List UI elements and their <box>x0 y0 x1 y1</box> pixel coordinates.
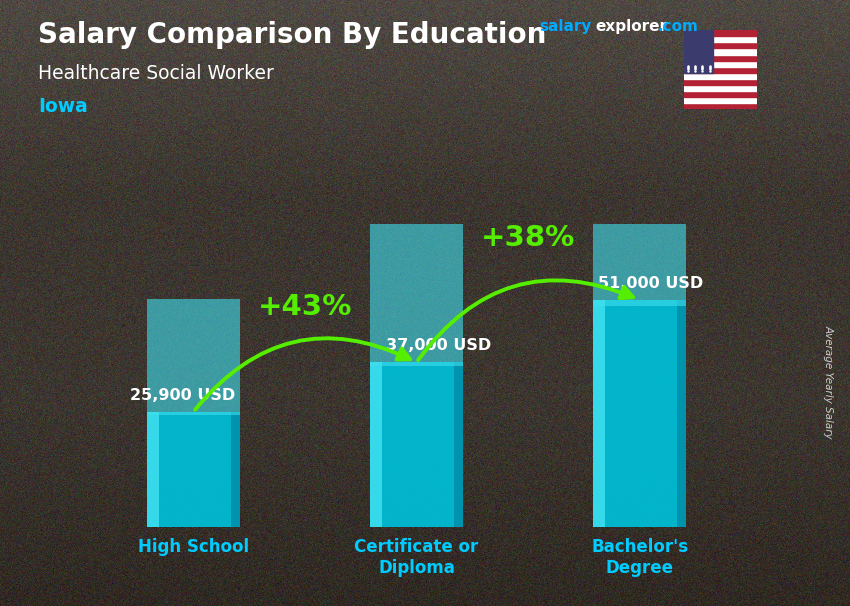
Bar <box>370 202 463 367</box>
Bar <box>684 30 713 73</box>
Bar <box>592 300 605 527</box>
Bar <box>684 103 756 109</box>
Text: +38%: +38% <box>481 224 575 252</box>
Bar <box>146 299 241 415</box>
Bar <box>684 55 756 61</box>
Bar <box>677 300 687 527</box>
Bar <box>684 85 756 91</box>
Text: 25,900 USD: 25,900 USD <box>129 388 235 403</box>
Bar <box>684 42 756 48</box>
Bar <box>454 362 463 527</box>
Text: .com: .com <box>657 19 698 35</box>
Bar <box>370 362 382 527</box>
Bar <box>684 30 756 36</box>
Bar <box>146 412 241 527</box>
Bar <box>146 412 159 527</box>
Bar <box>684 36 756 42</box>
Bar <box>370 362 463 527</box>
Text: Iowa: Iowa <box>38 97 88 116</box>
Bar <box>684 48 756 55</box>
Text: +43%: +43% <box>258 293 352 321</box>
Bar <box>592 300 687 527</box>
Bar <box>684 61 756 67</box>
Bar <box>684 97 756 103</box>
Text: Average Yearly Salary: Average Yearly Salary <box>824 325 834 439</box>
Text: salary: salary <box>540 19 592 35</box>
Bar <box>684 91 756 97</box>
Bar <box>684 67 756 73</box>
Bar <box>684 79 756 85</box>
Bar <box>684 73 756 79</box>
Bar <box>592 78 687 305</box>
Text: Healthcare Social Worker: Healthcare Social Worker <box>38 64 274 82</box>
Text: explorer: explorer <box>595 19 667 35</box>
Bar <box>231 412 241 527</box>
Text: 37,000 USD: 37,000 USD <box>386 338 491 353</box>
Text: 51,000 USD: 51,000 USD <box>598 276 704 291</box>
Text: Salary Comparison By Education: Salary Comparison By Education <box>38 21 547 49</box>
